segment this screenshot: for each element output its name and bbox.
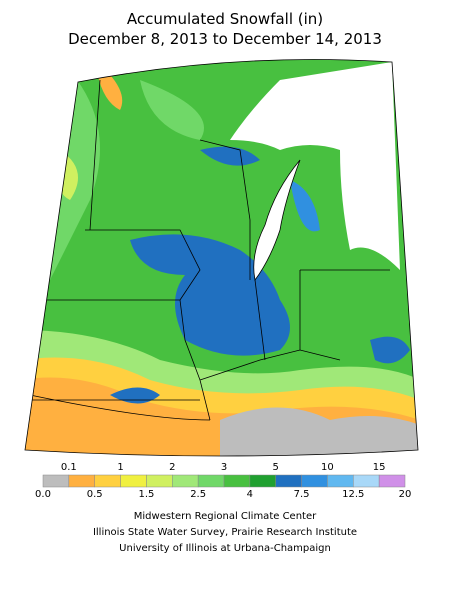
legend-label: 1.5	[138, 489, 154, 500]
legend-label: 0.5	[87, 489, 103, 500]
legend-label: 4	[247, 489, 253, 500]
legend-label: 2.5	[190, 489, 206, 500]
credit-line: University of Illinois at Urbana-Champai…	[119, 543, 331, 554]
map-frame	[24, 59, 419, 457]
legend-label: 3	[221, 462, 227, 473]
legend-swatch	[301, 474, 328, 488]
legend-swatch	[120, 474, 147, 488]
legend-swatch	[249, 474, 276, 488]
legend-swatch	[223, 474, 251, 488]
legend-label: 5	[273, 462, 279, 473]
legend-swatch	[197, 474, 225, 488]
legend-label: 12.5	[342, 489, 364, 500]
legend-swatch	[327, 474, 354, 488]
legend: 0.0 0.1 0.5 1 1.5 2 2.5 3 4 5 7.5 10 12.5 15 20	[35, 462, 411, 500]
legend-swatch	[146, 474, 173, 488]
legend-swatch	[172, 474, 199, 488]
legend-label: 15	[373, 462, 386, 473]
legend-label: 20	[399, 489, 412, 500]
legend-swatch	[353, 474, 380, 488]
legend-swatch	[94, 474, 121, 488]
legend-label: 10	[321, 462, 334, 473]
legend-swatch	[68, 474, 95, 488]
legend-swatch	[42, 474, 70, 488]
map	[25, 59, 418, 456]
legend-label: 1	[117, 462, 123, 473]
legend-label: 7.5	[294, 489, 310, 500]
credit-line: Illinois State Water Survey, Prairie Res…	[93, 527, 357, 538]
legend-label: 0.0	[35, 489, 51, 500]
credit-line: Midwestern Regional Climate Center	[134, 511, 317, 522]
legend-label: 2	[169, 462, 175, 473]
legend-label: 0.1	[61, 462, 77, 473]
title-line: December 8, 2013 to December 14, 2013	[68, 30, 382, 48]
legend-swatch	[275, 474, 302, 488]
title-line: Accumulated Snowfall (in)	[127, 10, 323, 28]
legend-swatch	[378, 474, 406, 488]
